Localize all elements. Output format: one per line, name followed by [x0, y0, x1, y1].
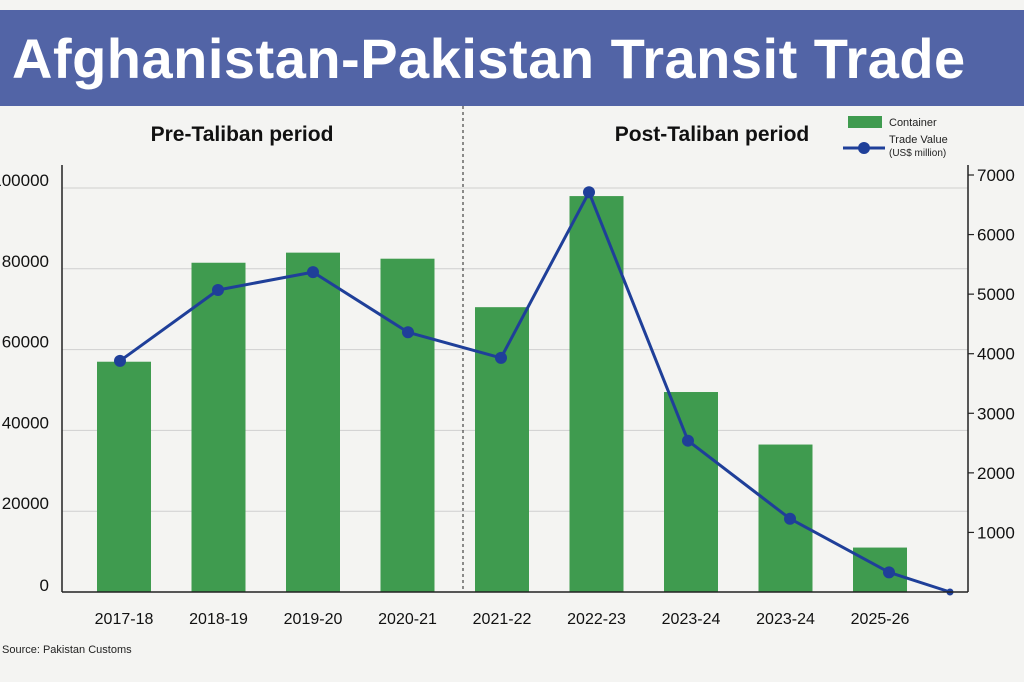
x-tick-label: 2019-20 — [284, 611, 343, 628]
legend-container-swatch — [848, 116, 882, 128]
right-tick-label: 2000 — [977, 464, 1015, 483]
chart-title: Afghanistan-Pakistan Transit Trade — [12, 26, 966, 90]
axes — [61, 165, 974, 593]
left-tick-label: 20000 — [2, 494, 49, 513]
x-tick-label: 2017-18 — [95, 611, 154, 628]
trade-value-line — [114, 186, 954, 596]
trade-value-point — [114, 354, 126, 367]
tick-labels: 0 20000 40000 60000 80000 100000 1000 2000 3000 4… — [0, 166, 1015, 628]
trade-value-polyline — [119, 190, 951, 594]
trade-value-point — [682, 434, 694, 447]
legend-trade-label: Trade Value — [889, 134, 948, 146]
right-tick-label: 7000 — [977, 166, 1015, 185]
legend-container-label: Container — [889, 117, 937, 129]
container-bar — [97, 361, 151, 592]
left-tick-label: 0 — [40, 576, 49, 595]
x-tick-label: 2020-21 — [378, 611, 437, 628]
trade-value-point — [402, 326, 414, 339]
x-tick-label: 2025-26 — [851, 611, 910, 628]
trade-value-point — [583, 186, 595, 199]
x-tick-label: 2021-22 — [473, 611, 532, 628]
x-tick-label: 2018-19 — [189, 611, 248, 628]
legend-trade-marker — [858, 142, 870, 154]
container-bar — [664, 392, 718, 592]
container-bar — [475, 307, 529, 592]
title-banner: Afghanistan-Pakistan Transit Trade — [0, 10, 1024, 106]
legend: Container Trade Value (US$ million) — [843, 116, 948, 159]
container-bar — [853, 547, 907, 592]
container-bar — [191, 262, 246, 592]
trade-value-point — [784, 512, 796, 525]
container-bar — [569, 196, 624, 592]
trade-value-point — [495, 351, 507, 364]
period-label-pre: Pre-Taliban period — [151, 123, 334, 146]
right-tick-label: 5000 — [977, 285, 1015, 304]
container-bar — [380, 258, 435, 592]
left-tick-label: 80000 — [2, 252, 49, 271]
period-label-post: Post-Taliban period — [615, 123, 809, 146]
trade-value-point — [883, 566, 895, 579]
source-note: Source: Pakistan Customs — [2, 644, 132, 656]
container-bars — [97, 196, 907, 592]
x-tick-label: 2023-24 — [662, 611, 721, 628]
left-tick-label: 60000 — [2, 333, 49, 352]
x-tick-label: 2023-24 — [756, 611, 815, 628]
trade-value-point — [307, 266, 319, 279]
right-tick-label: 6000 — [977, 226, 1015, 245]
container-bar — [286, 252, 340, 592]
trade-value-point — [212, 283, 224, 296]
left-tick-label: 100000 — [0, 171, 49, 190]
right-tick-label: 3000 — [977, 404, 1015, 423]
right-tick-label: 1000 — [977, 523, 1015, 542]
x-tick-label: 2022-23 — [567, 611, 626, 628]
right-tick-label: 4000 — [977, 345, 1015, 364]
legend-trade-unit: (US$ million) — [889, 148, 946, 159]
left-tick-label: 40000 — [2, 413, 49, 432]
